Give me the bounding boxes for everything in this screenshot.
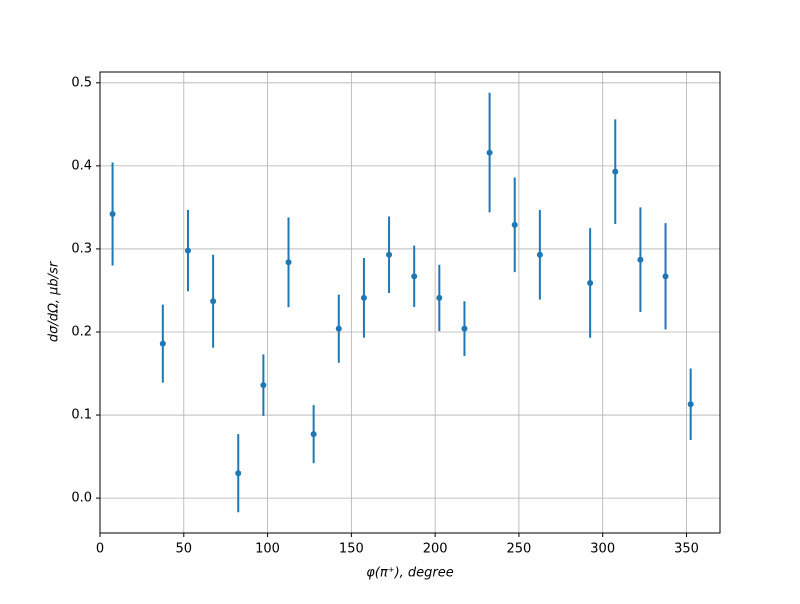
data-point	[637, 256, 644, 263]
data-point	[536, 251, 543, 258]
plot-frame	[99, 71, 721, 534]
x-axis-label: φ(π⁺), degree	[366, 566, 454, 581]
y-tick-label: 0.1	[71, 408, 92, 423]
data-point	[360, 294, 367, 301]
data-point	[109, 211, 116, 218]
y-axis-label: dσ/dΩ, μb/sr	[47, 260, 62, 342]
data-point	[210, 298, 217, 305]
data-point	[159, 340, 166, 347]
y-tick-label: 0.0	[71, 491, 92, 506]
data-point	[461, 325, 468, 332]
y-tick-label: 0.2	[71, 324, 92, 339]
data-point	[511, 221, 518, 228]
data-point	[310, 431, 317, 438]
data-point	[687, 401, 694, 408]
y-tick-label: 0.4	[71, 158, 92, 173]
data-point	[612, 168, 619, 175]
x-tick-label: 250	[507, 542, 532, 557]
data-point	[285, 259, 292, 266]
x-tick-label: 300	[590, 542, 615, 557]
y-tick-label: 0.3	[71, 241, 92, 256]
data-point	[235, 470, 242, 477]
y-tick-label: 0.5	[71, 75, 92, 90]
x-tick-label: 200	[423, 542, 448, 557]
data-point	[436, 294, 443, 301]
data-point	[662, 273, 669, 280]
data-point	[486, 149, 493, 156]
data-point	[335, 325, 342, 332]
x-tick-label: 350	[674, 542, 699, 557]
x-tick-label: 50	[176, 542, 193, 557]
data-point	[184, 247, 191, 254]
data-point	[386, 251, 393, 258]
x-tick-label: 0	[96, 542, 104, 557]
x-tick-label: 150	[339, 542, 364, 557]
data-point	[260, 382, 267, 389]
x-tick-label: 100	[255, 542, 280, 557]
data-point	[411, 273, 418, 280]
data-point	[587, 279, 594, 286]
